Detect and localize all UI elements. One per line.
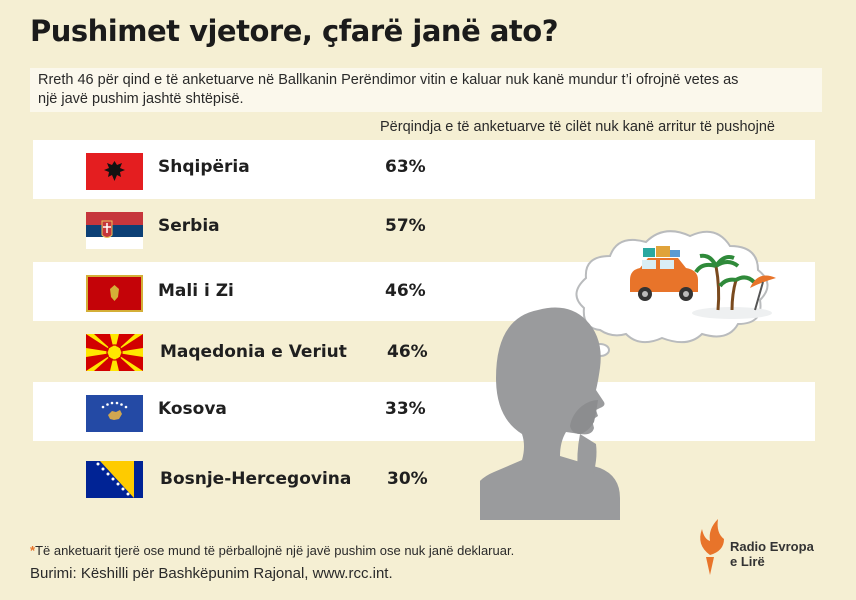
albania-flag-icon	[86, 153, 143, 190]
palm-tree-icon	[692, 253, 772, 319]
logo-text: Radio Evropa e Lirë	[730, 539, 814, 569]
north-macedonia-flag-icon	[86, 334, 143, 371]
person-silhouette-icon	[470, 307, 620, 526]
page-title: Pushimet vjetore, çfarë janë ato?	[30, 14, 559, 48]
car-icon	[630, 246, 698, 301]
table-row: Kosova 33%	[33, 382, 815, 441]
country-name: Bosnje-Hercegovina	[160, 469, 352, 489]
kosovo-flag-icon	[86, 395, 143, 432]
montenegro-flag-icon	[86, 275, 143, 312]
logo-line-2: e Lirë	[730, 554, 765, 569]
country-name: Mali i Zi	[158, 281, 234, 301]
table-row: Maqedonia e Veriut 46%	[33, 321, 815, 380]
country-name: Shqipëria	[158, 157, 250, 177]
footnote-star: *	[30, 543, 36, 558]
percent-value: 30%	[387, 469, 428, 489]
subtitle-line-1: Rreth 46 për qind e të anketuarve në Bal…	[38, 72, 739, 88]
logo-line-1: Radio Evropa	[730, 539, 814, 554]
beach-umbrella-icon	[750, 275, 776, 311]
bosnia-flag-icon	[86, 461, 143, 498]
percent-value: 46%	[387, 342, 428, 362]
subtitle-line-2: një javë pushim jashtë shtëpisë.	[38, 91, 244, 107]
percent-value: 63%	[385, 157, 426, 177]
rferl-torch-icon	[700, 519, 724, 575]
table-row: Serbia 57%	[33, 199, 815, 258]
serbia-flag-icon	[86, 212, 143, 249]
percent-value: 33%	[385, 399, 426, 419]
footnote-text: Të anketuarit tjerë ose mund të përballo…	[35, 543, 515, 558]
subtitle: Rreth 46 për qind e të anketuarve në Bal…	[30, 68, 822, 112]
footnote: *Të anketuarit tjerë ose mund të përball…	[30, 543, 514, 558]
country-name: Maqedonia e Veriut	[160, 342, 347, 362]
table-row: Shqipëria 63%	[33, 140, 815, 199]
column-header: Përqindja e të anketuarve të cilët nuk k…	[380, 119, 775, 135]
percent-value: 57%	[385, 216, 426, 236]
rferl-logo: Radio Evropa e Lirë	[690, 515, 840, 585]
thinking-person-illustration	[470, 210, 850, 526]
country-name: Kosova	[158, 399, 227, 419]
source-text: Burimi: Këshilli për Bashkëpunim Rajonal…	[30, 565, 393, 582]
country-name: Serbia	[158, 216, 220, 236]
table-row: Bosnje-Hercegovina 30%	[33, 448, 815, 507]
percent-value: 46%	[385, 281, 426, 301]
